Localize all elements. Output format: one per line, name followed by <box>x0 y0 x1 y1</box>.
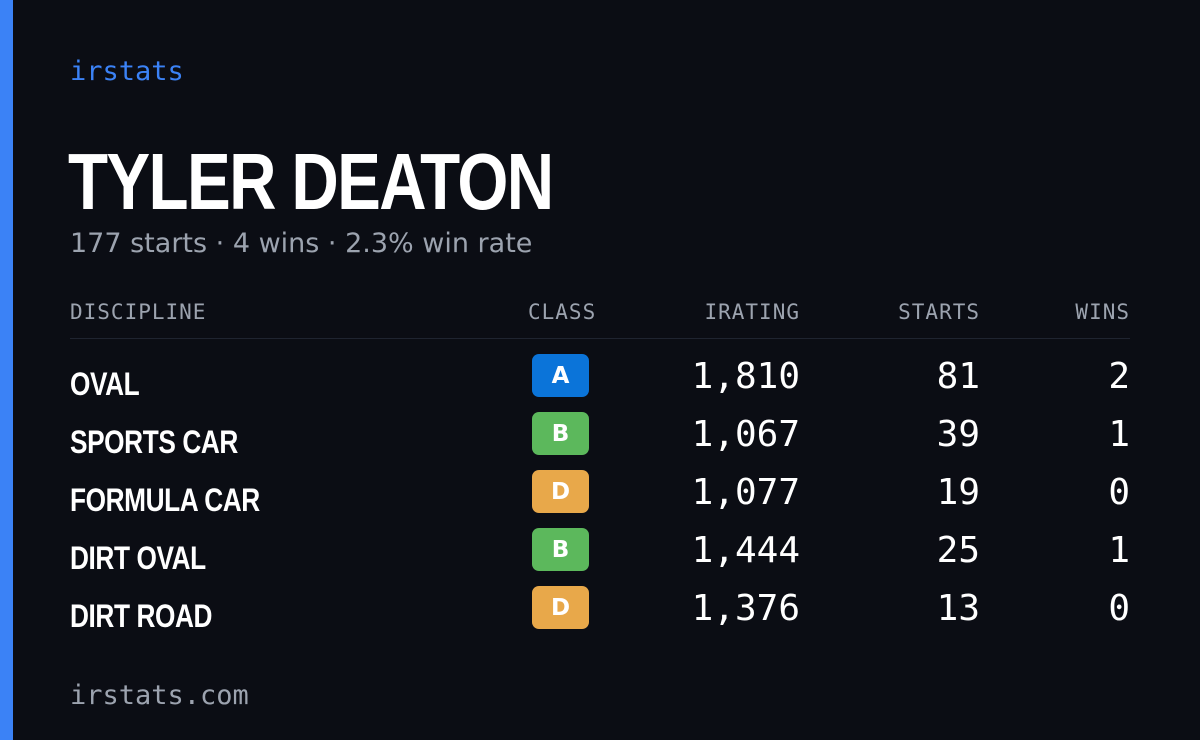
wins-value: 0 <box>1108 588 1130 629</box>
wins-value: 0 <box>1108 472 1130 513</box>
class-badge: B <box>532 528 589 571</box>
column-header-irating: IRATING <box>704 300 800 324</box>
footer-url: irstats.com <box>70 680 249 711</box>
discipline-name: DIRT ROAD <box>70 598 213 634</box>
table-header: DISCIPLINE CLASS IRATING STARTS WINS <box>70 300 1130 339</box>
wins-value: 1 <box>1108 414 1130 455</box>
table-row: OVAL A 1,810 81 2 <box>70 352 1130 410</box>
column-header-class: CLASS <box>528 300 597 324</box>
brand-logo: irstats <box>70 56 184 87</box>
wins-value: 2 <box>1108 356 1130 397</box>
column-header-discipline: DISCIPLINE <box>70 300 207 324</box>
starts-value: 81 <box>936 356 980 397</box>
driver-name: TYLER DEATON <box>68 137 554 226</box>
wins-value: 1 <box>1108 530 1130 571</box>
table-row: FORMULA CAR D 1,077 19 0 <box>70 468 1130 526</box>
class-badge: D <box>532 586 589 629</box>
discipline-name: SPORTS CAR <box>70 424 238 460</box>
irating-value: 1,077 <box>691 472 800 513</box>
starts-value: 39 <box>936 414 980 455</box>
driver-summary: 177 starts · 4 wins · 2.3% win rate <box>70 228 533 259</box>
class-badge: B <box>532 412 589 455</box>
discipline-table: OVAL A 1,810 81 2 SPORTS CAR B 1,067 39 … <box>70 352 1130 642</box>
table-row: DIRT OVAL B 1,444 25 1 <box>70 526 1130 584</box>
class-badge: A <box>532 354 589 397</box>
table-row: DIRT ROAD D 1,376 13 0 <box>70 584 1130 642</box>
starts-value: 19 <box>936 472 980 513</box>
irating-value: 1,810 <box>691 356 800 397</box>
irating-value: 1,444 <box>691 530 800 571</box>
irating-value: 1,376 <box>691 588 800 629</box>
starts-value: 25 <box>936 530 980 571</box>
discipline-name: OVAL <box>70 366 140 402</box>
starts-value: 13 <box>936 588 980 629</box>
column-header-wins: WINS <box>1075 300 1130 324</box>
discipline-name: FORMULA CAR <box>70 482 260 518</box>
accent-bar <box>0 0 13 740</box>
irating-value: 1,067 <box>691 414 800 455</box>
discipline-name: DIRT OVAL <box>70 540 206 576</box>
class-badge: D <box>532 470 589 513</box>
column-header-starts: STARTS <box>898 300 980 324</box>
table-row: SPORTS CAR B 1,067 39 1 <box>70 410 1130 468</box>
